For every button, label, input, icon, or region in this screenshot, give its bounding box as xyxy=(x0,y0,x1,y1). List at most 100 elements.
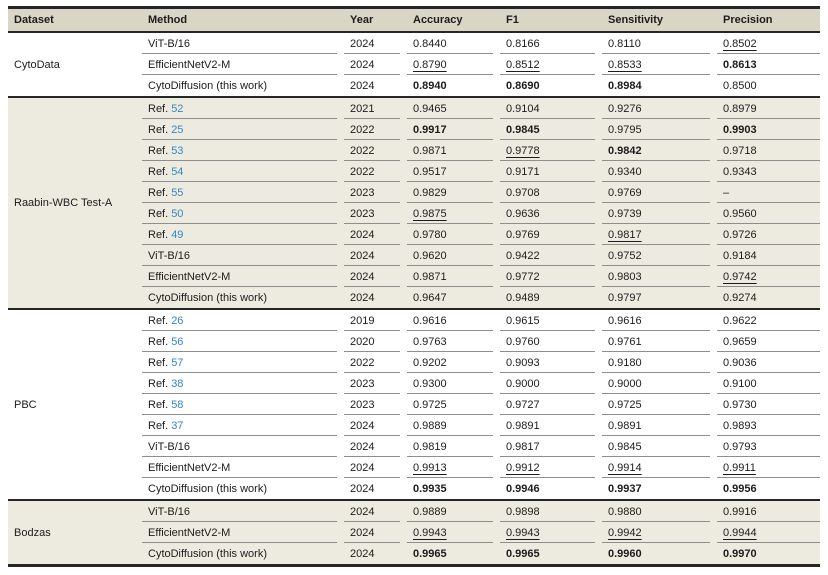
ref-citation-link[interactable]: 49 xyxy=(171,228,184,241)
method-cell: CytoDiffusion (this work) xyxy=(148,547,267,560)
method-cell: Ref. 26 xyxy=(142,310,344,331)
metric-value: – xyxy=(723,186,730,199)
ref-citation-link[interactable]: 38 xyxy=(171,377,184,390)
metric-value: 0.9913 xyxy=(413,461,447,474)
year-cell: 2024 xyxy=(344,415,407,436)
metric-f1-cell: 0.9708 xyxy=(500,182,602,203)
section-bodzas: Bodzas ViT-B/16 2024 0.9889 0.9898 0.9880 0.99… xyxy=(8,501,820,564)
metric-accuracy-cell: 0.8940 xyxy=(407,75,500,96)
metric-sensitivity-cell: 0.9761 xyxy=(602,331,717,352)
metric-f1-cell: 0.9104 xyxy=(500,98,602,119)
metric-value: 0.9965 xyxy=(506,547,540,560)
metric-accuracy-cell: 0.9889 xyxy=(407,415,500,436)
metric-precision-cell: 0.9903 xyxy=(717,119,820,140)
ref-prefix-label: Ref. xyxy=(148,314,169,327)
year-cell: 2024 xyxy=(344,436,407,457)
metric-value: 0.8533 xyxy=(608,58,642,71)
metric-precision-cell: 0.9274 xyxy=(717,287,820,308)
ref-citation-link[interactable]: 52 xyxy=(171,102,184,115)
metric-precision-cell: 0.9893 xyxy=(717,415,820,436)
metric-value: 0.9422 xyxy=(506,249,540,262)
metric-f1-cell: 0.9422 xyxy=(500,245,602,266)
metric-f1-cell: 0.9093 xyxy=(500,352,602,373)
ref-citation-link[interactable]: 37 xyxy=(171,419,184,432)
metric-sensitivity-cell: 0.9914 xyxy=(602,457,717,478)
metric-precision-cell: 0.9622 xyxy=(717,310,820,331)
metric-accuracy-cell: 0.9875 xyxy=(407,203,500,224)
metric-value: 0.9780 xyxy=(413,228,447,241)
metric-sensitivity-cell: 0.9937 xyxy=(602,478,717,499)
metric-precision-cell: 0.9718 xyxy=(717,140,820,161)
metric-f1-cell: 0.8166 xyxy=(500,33,602,54)
ref-citation-link[interactable]: 56 xyxy=(171,335,184,348)
year-cell: 2019 xyxy=(344,310,407,331)
metric-value: 0.9725 xyxy=(413,398,447,411)
metric-value: 0.9875 xyxy=(413,207,447,220)
method-cell: ViT-B/16 xyxy=(142,436,344,457)
metric-f1-cell: 0.9778 xyxy=(500,140,602,161)
metric-value: 0.9937 xyxy=(608,482,642,495)
metric-value: 0.8979 xyxy=(723,102,757,115)
ref-prefix-label: Ref. xyxy=(148,123,169,136)
column-header-sensitivity: Sensitivity xyxy=(608,14,664,26)
ref-prefix-label: Ref. xyxy=(148,186,169,199)
metric-value: 0.9795 xyxy=(608,123,642,136)
metric-value: 0.9718 xyxy=(723,144,757,157)
ref-prefix-label: Ref. xyxy=(148,356,169,369)
metric-accuracy-cell: 0.9202 xyxy=(407,352,500,373)
metric-value: 0.9911 xyxy=(723,461,756,474)
ref-citation-link[interactable]: 25 xyxy=(171,123,184,136)
metric-f1-cell: 0.9943 xyxy=(500,522,602,543)
ref-citation-link[interactable]: 54 xyxy=(171,165,184,178)
metric-value: 0.9340 xyxy=(608,165,642,178)
metric-value: 0.9793 xyxy=(723,440,757,453)
metric-precision-cell: 0.9742 xyxy=(717,266,820,287)
ref-citation-link[interactable]: 50 xyxy=(171,207,184,220)
metric-f1-cell: 0.9817 xyxy=(500,436,602,457)
ref-prefix-label: Ref. xyxy=(148,144,169,157)
year-cell: 2022 xyxy=(344,119,407,140)
year-cell: 2022 xyxy=(344,140,407,161)
year-cell: 2024 xyxy=(350,291,375,304)
year-cell: 2022 xyxy=(344,352,407,373)
metric-value: 0.9763 xyxy=(413,335,447,348)
metric-value: 0.9636 xyxy=(506,207,540,220)
year-cell: 2021 xyxy=(344,98,407,119)
ref-citation-link[interactable]: 26 xyxy=(171,314,184,327)
metric-accuracy-cell: 0.9780 xyxy=(407,224,500,245)
metric-f1-cell: 0.8512 xyxy=(500,54,602,75)
year-cell: 2023 xyxy=(344,394,407,415)
ref-citation-link[interactable]: 58 xyxy=(171,398,184,411)
metric-value: 0.9100 xyxy=(723,377,757,390)
metric-f1-cell: 0.9772 xyxy=(500,266,602,287)
ref-citation-link[interactable]: 55 xyxy=(171,186,184,199)
ref-citation-link[interactable]: 53 xyxy=(171,144,184,157)
metric-precision-cell: 0.9343 xyxy=(717,161,820,182)
method-cell: Ref. 53 xyxy=(142,140,344,161)
metric-accuracy-cell: 0.9616 xyxy=(407,310,500,331)
year-cell: 2024 xyxy=(344,501,407,522)
metric-sensitivity-cell: 0.9769 xyxy=(602,182,717,203)
metric-value: 0.9725 xyxy=(608,398,642,411)
metric-value: 0.9726 xyxy=(723,228,757,241)
metric-value: 0.9944 xyxy=(723,526,757,539)
metric-value: 0.9171 xyxy=(506,165,540,178)
metric-value: 0.9620 xyxy=(413,249,447,262)
metric-accuracy-cell: 0.9763 xyxy=(407,331,500,352)
metric-value: 0.9889 xyxy=(413,419,447,432)
method-cell: ViT-B/16 xyxy=(142,33,344,54)
metric-value: 0.9772 xyxy=(506,270,540,283)
metric-value: 0.9752 xyxy=(608,249,642,262)
metric-sensitivity-cell: 0.9752 xyxy=(602,245,717,266)
metric-value: 0.9760 xyxy=(506,335,540,348)
metric-accuracy-cell: 0.9917 xyxy=(407,119,500,140)
metric-value: 0.9842 xyxy=(608,144,642,157)
column-header-method: Method xyxy=(148,14,188,26)
metric-accuracy-cell: 0.9943 xyxy=(407,522,500,543)
metric-f1-cell: 0.9171 xyxy=(500,161,602,182)
year-cell: 2024 xyxy=(344,522,407,543)
metric-precision-cell: 0.9970 xyxy=(717,543,820,564)
metric-accuracy-cell: 0.9465 xyxy=(407,98,500,119)
method-cell: Ref. 56 xyxy=(142,331,344,352)
ref-citation-link[interactable]: 57 xyxy=(171,356,184,369)
